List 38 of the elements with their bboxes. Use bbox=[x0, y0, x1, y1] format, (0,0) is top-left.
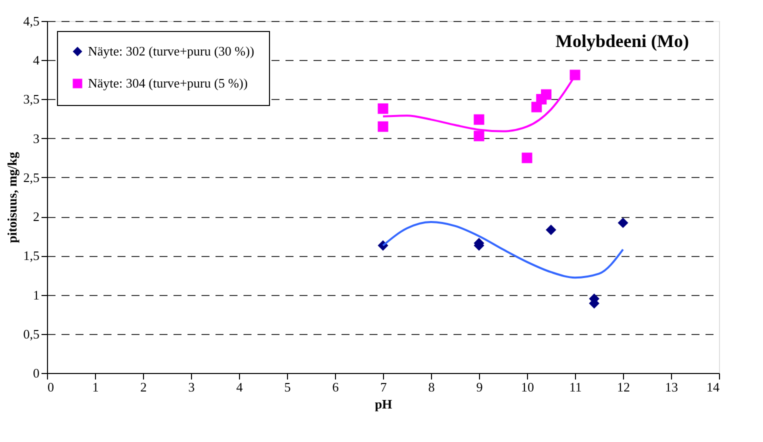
point bbox=[546, 224, 556, 236]
y-tick-label: 2 bbox=[33, 209, 40, 224]
y-axis-title: pitoisuus, mg/kg bbox=[4, 151, 20, 244]
y-tick-label: 1,5 bbox=[23, 248, 40, 264]
x-tick-label: 12 bbox=[617, 380, 630, 394]
y-tick-label: 4 bbox=[33, 52, 40, 68]
x-tick-label: 3 bbox=[188, 380, 195, 394]
x-tick-label: 10 bbox=[521, 380, 534, 394]
y-tick-label: 0 bbox=[33, 366, 40, 380]
y-tick-label: 3,5 bbox=[23, 92, 40, 107]
legend-label: Näyte: 302 (turve+puru (30 %)) bbox=[88, 44, 254, 58]
x-tick-label: 0 bbox=[48, 380, 54, 394]
x-tick-label: 8 bbox=[428, 380, 435, 394]
point bbox=[522, 152, 532, 164]
point bbox=[378, 103, 388, 114]
point bbox=[378, 121, 388, 132]
x-tick-label: 9 bbox=[476, 380, 483, 394]
text: Molybdeeni (Mo) bbox=[556, 31, 689, 51]
x-tick-label: 14 bbox=[706, 380, 720, 394]
x-tick-label: 6 bbox=[332, 380, 340, 394]
point bbox=[618, 218, 628, 228]
point bbox=[474, 114, 484, 125]
x-tick-label: 7 bbox=[380, 380, 388, 394]
y-tick-label: 2,5 bbox=[23, 170, 40, 185]
x-tick-label: 4 bbox=[236, 380, 244, 394]
x-tick-label: 1 bbox=[92, 380, 99, 394]
legend-label: Näyte: 304 (turve+puru (5 %)) bbox=[88, 76, 248, 90]
y-tick-label: 1 bbox=[33, 287, 40, 302]
y-tick-label: 4,5 bbox=[23, 14, 40, 28]
y-tick-label: 0,5 bbox=[23, 326, 40, 342]
x-tick-label: 13 bbox=[665, 380, 678, 394]
y-tick-label: 3 bbox=[33, 130, 40, 146]
point bbox=[474, 130, 484, 142]
x-tick-label: 11 bbox=[569, 380, 582, 394]
point bbox=[540, 89, 552, 100]
x-tick-label: 5 bbox=[284, 380, 291, 394]
x-axis-title: pH bbox=[374, 396, 392, 412]
x-tick-label: 2 bbox=[140, 380, 147, 394]
